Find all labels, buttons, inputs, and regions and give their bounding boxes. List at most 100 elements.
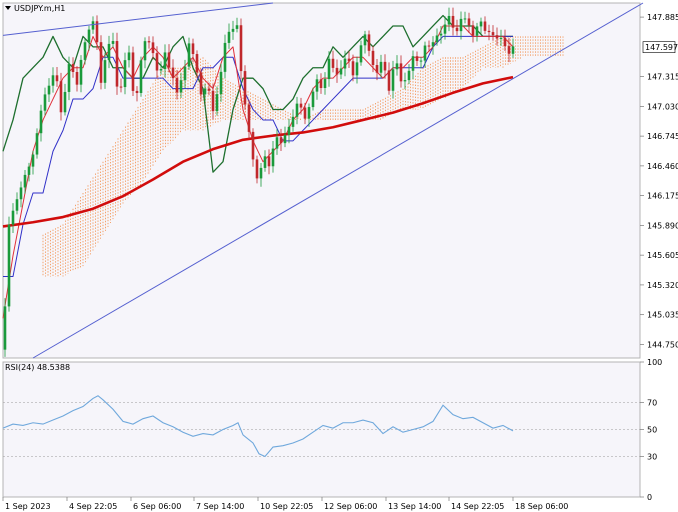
trend-upper-line xyxy=(2,2,274,36)
candle-body xyxy=(243,71,247,105)
candle-body xyxy=(207,88,211,91)
candle-body xyxy=(123,60,127,88)
candle-body xyxy=(107,43,111,61)
candle-body xyxy=(355,62,359,76)
current-price-label: 147.597 xyxy=(645,43,678,52)
rsi-indicator xyxy=(2,395,640,458)
main-plot-border xyxy=(2,2,641,359)
candle-body xyxy=(19,187,23,200)
candle-body xyxy=(215,94,219,112)
candle-body xyxy=(387,70,391,91)
symbol-label: USDJPY.m,H1 xyxy=(14,4,65,13)
candle-body xyxy=(395,63,399,70)
time-tick-label: 1 Sep 2023 xyxy=(5,502,51,511)
candle-body xyxy=(503,37,507,47)
candle-body xyxy=(403,80,407,82)
candle-body xyxy=(479,21,483,27)
candle-body xyxy=(323,79,327,88)
candle-body xyxy=(163,52,167,70)
candle-body xyxy=(223,42,227,72)
candle-body xyxy=(211,90,215,112)
tenkan-sen-line xyxy=(2,25,514,319)
candle-body xyxy=(411,56,415,71)
candle-body xyxy=(199,72,203,95)
candle-body xyxy=(27,166,31,175)
time-tick-label: 18 Sep 06:00 xyxy=(515,502,568,511)
candle-body xyxy=(171,67,175,79)
rsi-tick-label: 30 xyxy=(647,453,657,462)
chart-header: USDJPY.m,H1 xyxy=(5,4,65,13)
dropdown-arrow-icon[interactable] xyxy=(5,6,11,10)
candle-body xyxy=(287,126,291,135)
rsi-tick-label: 100 xyxy=(647,358,662,367)
candle-body xyxy=(407,70,411,81)
trend-lower-line xyxy=(32,2,644,359)
price-tick-label: 144.750 xyxy=(647,340,678,349)
candle-body xyxy=(11,210,15,225)
rsi-tick-label: 0 xyxy=(647,493,652,502)
candle-body xyxy=(443,24,447,34)
candle-body xyxy=(51,75,55,86)
main-plot-area[interactable] xyxy=(3,3,640,358)
candle-body xyxy=(447,15,451,25)
candle-body xyxy=(247,104,251,132)
candle-body xyxy=(399,63,403,82)
candle-body xyxy=(75,71,79,85)
candle-body xyxy=(419,60,423,62)
current-price-tag: 147.597 xyxy=(642,41,678,53)
candle-body xyxy=(467,18,471,26)
candle-body xyxy=(91,21,95,30)
price-tick-label: 147.315 xyxy=(647,73,678,82)
trend-lines[interactable] xyxy=(2,2,644,359)
candle-body xyxy=(335,67,339,75)
candle-body xyxy=(299,103,303,108)
candle-body xyxy=(363,34,367,46)
price-tick-label: 145.890 xyxy=(647,221,678,230)
candle-body xyxy=(307,107,311,119)
price-tick-label: 146.745 xyxy=(647,132,678,141)
candle-body xyxy=(235,25,239,29)
candle-body xyxy=(359,45,363,63)
candle-body xyxy=(315,79,319,92)
candle-body xyxy=(451,15,455,28)
rsi-plot-area[interactable] xyxy=(3,362,640,497)
time-tick-label: 13 Sep 14:00 xyxy=(388,502,441,511)
price-tick-label: 146.460 xyxy=(647,162,678,171)
candle-body xyxy=(435,35,439,43)
candle-body xyxy=(351,61,355,76)
rsi-line xyxy=(2,395,514,458)
candle-body xyxy=(203,88,207,95)
candle-body xyxy=(83,42,87,60)
candle-body xyxy=(511,46,515,54)
candle-body xyxy=(499,37,503,39)
candle-body xyxy=(23,174,27,188)
candle-body xyxy=(379,61,383,73)
candle-body xyxy=(471,25,475,36)
candle-body xyxy=(131,52,135,91)
candle-body xyxy=(111,41,115,44)
candle-body xyxy=(507,46,511,54)
candle-body xyxy=(43,94,47,111)
candle-body xyxy=(459,18,463,32)
candle-body xyxy=(311,91,315,108)
candle-body xyxy=(495,35,499,39)
candle-body xyxy=(179,80,183,93)
ichimoku-cloud xyxy=(42,36,564,277)
candle-body xyxy=(283,134,287,144)
candle-body xyxy=(331,58,335,68)
candle-body xyxy=(7,224,11,307)
candle-body xyxy=(55,75,59,82)
price-tick-label: 145.035 xyxy=(647,311,678,320)
candle-body xyxy=(59,81,63,113)
price-tick-label: 145.605 xyxy=(647,251,678,260)
candle-body xyxy=(115,41,119,87)
candles xyxy=(3,7,515,357)
candle-body xyxy=(295,103,299,117)
candle-body xyxy=(183,66,187,81)
candle-body xyxy=(87,29,91,43)
candle-body xyxy=(251,131,255,160)
candle-body xyxy=(99,42,103,83)
candle-body xyxy=(143,41,147,61)
